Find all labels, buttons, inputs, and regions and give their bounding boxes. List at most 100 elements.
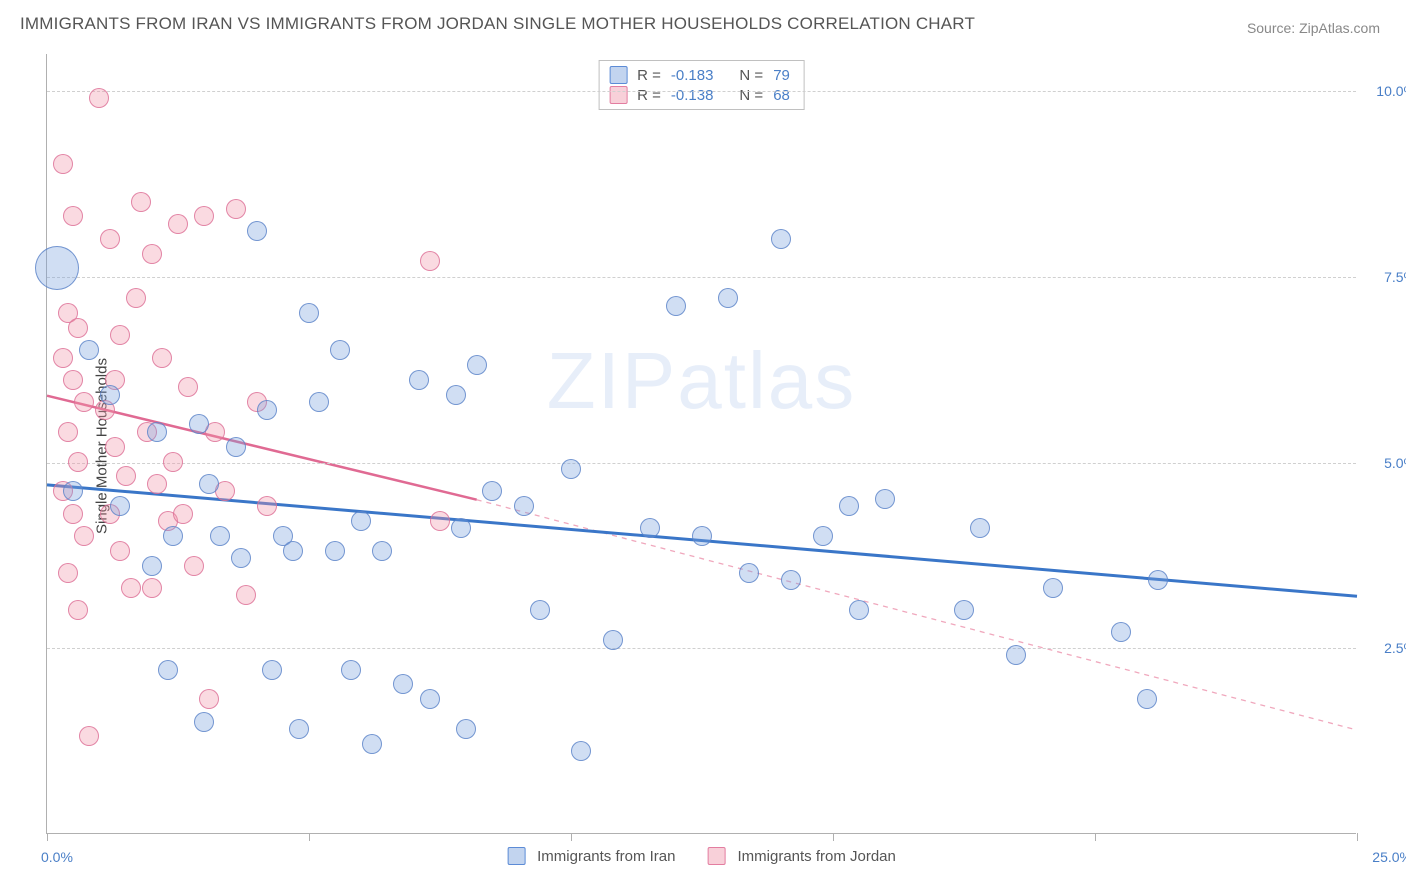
- scatter-point: [341, 660, 361, 680]
- scatter-point: [53, 348, 73, 368]
- scatter-point: [74, 392, 94, 412]
- scatter-point: [158, 660, 178, 680]
- x-tick: [571, 833, 572, 841]
- y-tick-label: 10.0%: [1362, 83, 1406, 99]
- x-axis-min-label: 0.0%: [41, 849, 73, 865]
- legend-label: Immigrants from Iran: [537, 848, 675, 865]
- scatter-point: [970, 518, 990, 538]
- legend-swatch-blue: [507, 847, 525, 865]
- scatter-point: [131, 192, 151, 212]
- scatter-point: [68, 318, 88, 338]
- scatter-point: [351, 511, 371, 531]
- scatter-point: [142, 578, 162, 598]
- scatter-point: [362, 734, 382, 754]
- scatter-point: [482, 481, 502, 501]
- scatter-point: [875, 489, 895, 509]
- scatter-point: [640, 518, 660, 538]
- scatter-point: [100, 385, 120, 405]
- series-legend: Immigrants from Iran Immigrants from Jor…: [507, 847, 896, 865]
- x-tick: [47, 833, 48, 841]
- scatter-point: [110, 541, 130, 561]
- legend-swatch-pink: [707, 847, 725, 865]
- legend-item-jordan: Immigrants from Jordan: [707, 847, 895, 865]
- scatter-point: [231, 548, 251, 568]
- chart-title: IMMIGRANTS FROM IRAN VS IMMIGRANTS FROM …: [20, 14, 975, 34]
- scatter-point: [121, 578, 141, 598]
- scatter-point: [456, 719, 476, 739]
- scatter-point: [718, 288, 738, 308]
- scatter-point: [514, 496, 534, 516]
- scatter-point: [210, 526, 230, 546]
- y-tick-label: 2.5%: [1362, 640, 1406, 656]
- scatter-point: [63, 481, 83, 501]
- y-tick-label: 5.0%: [1362, 455, 1406, 471]
- scatter-point: [430, 511, 450, 531]
- scatter-point: [262, 660, 282, 680]
- scatter-point: [194, 206, 214, 226]
- gridline: [47, 463, 1356, 464]
- scatter-point: [184, 556, 204, 576]
- scatter-point: [409, 370, 429, 390]
- scatter-point: [110, 496, 130, 516]
- y-tick-label: 7.5%: [1362, 269, 1406, 285]
- scatter-point: [813, 526, 833, 546]
- scatter-point: [1148, 570, 1168, 590]
- scatter-point: [53, 154, 73, 174]
- scatter-point: [126, 288, 146, 308]
- scatter-point: [74, 526, 94, 546]
- scatter-point: [283, 541, 303, 561]
- scatter-point: [1043, 578, 1063, 598]
- scatter-point: [571, 741, 591, 761]
- scatter-point: [247, 221, 267, 241]
- scatter-point: [110, 325, 130, 345]
- scatter-point: [199, 474, 219, 494]
- scatter-point: [147, 474, 167, 494]
- scatter-point: [739, 563, 759, 583]
- scatter-point: [325, 541, 345, 561]
- scatter-point: [58, 563, 78, 583]
- scatter-point: [163, 526, 183, 546]
- scatter-point: [79, 340, 99, 360]
- scatter-point: [63, 370, 83, 390]
- scatter-point: [105, 437, 125, 457]
- scatter-point: [89, 88, 109, 108]
- scatter-point: [289, 719, 309, 739]
- scatter-point: [63, 206, 83, 226]
- scatter-point: [63, 504, 83, 524]
- scatter-point: [1006, 645, 1026, 665]
- scatter-point: [35, 246, 79, 290]
- scatter-point: [199, 689, 219, 709]
- scatter-point: [839, 496, 859, 516]
- legend-label: Immigrants from Jordan: [737, 848, 895, 865]
- x-tick: [1095, 833, 1096, 841]
- scatter-point: [666, 296, 686, 316]
- scatter-point: [420, 251, 440, 271]
- scatter-point: [781, 570, 801, 590]
- x-tick: [1357, 833, 1358, 841]
- legend-item-iran: Immigrants from Iran: [507, 847, 675, 865]
- scatter-point: [299, 303, 319, 323]
- scatter-point: [68, 452, 88, 472]
- scatter-point: [330, 340, 350, 360]
- scatter-point: [194, 712, 214, 732]
- scatter-point: [226, 437, 246, 457]
- x-axis-max-label: 25.0%: [1372, 849, 1406, 865]
- scatter-point: [100, 229, 120, 249]
- scatter-point: [236, 585, 256, 605]
- scatter-point: [1111, 622, 1131, 642]
- scatter-point: [446, 385, 466, 405]
- scatter-point: [692, 526, 712, 546]
- scatter-point: [163, 452, 183, 472]
- source-attribution: Source: ZipAtlas.com: [1247, 20, 1380, 36]
- scatter-point: [79, 726, 99, 746]
- scatter-point: [142, 244, 162, 264]
- scatter-point: [116, 466, 136, 486]
- scatter-point: [68, 600, 88, 620]
- gridline: [47, 91, 1356, 92]
- scatter-point: [771, 229, 791, 249]
- scatter-point: [849, 600, 869, 620]
- gridline: [47, 648, 1356, 649]
- scatter-point: [257, 496, 277, 516]
- chart-plot-area: ZIPatlas R = -0.183 N = 79 R = -0.138 N …: [46, 54, 1356, 834]
- scatter-point: [372, 541, 392, 561]
